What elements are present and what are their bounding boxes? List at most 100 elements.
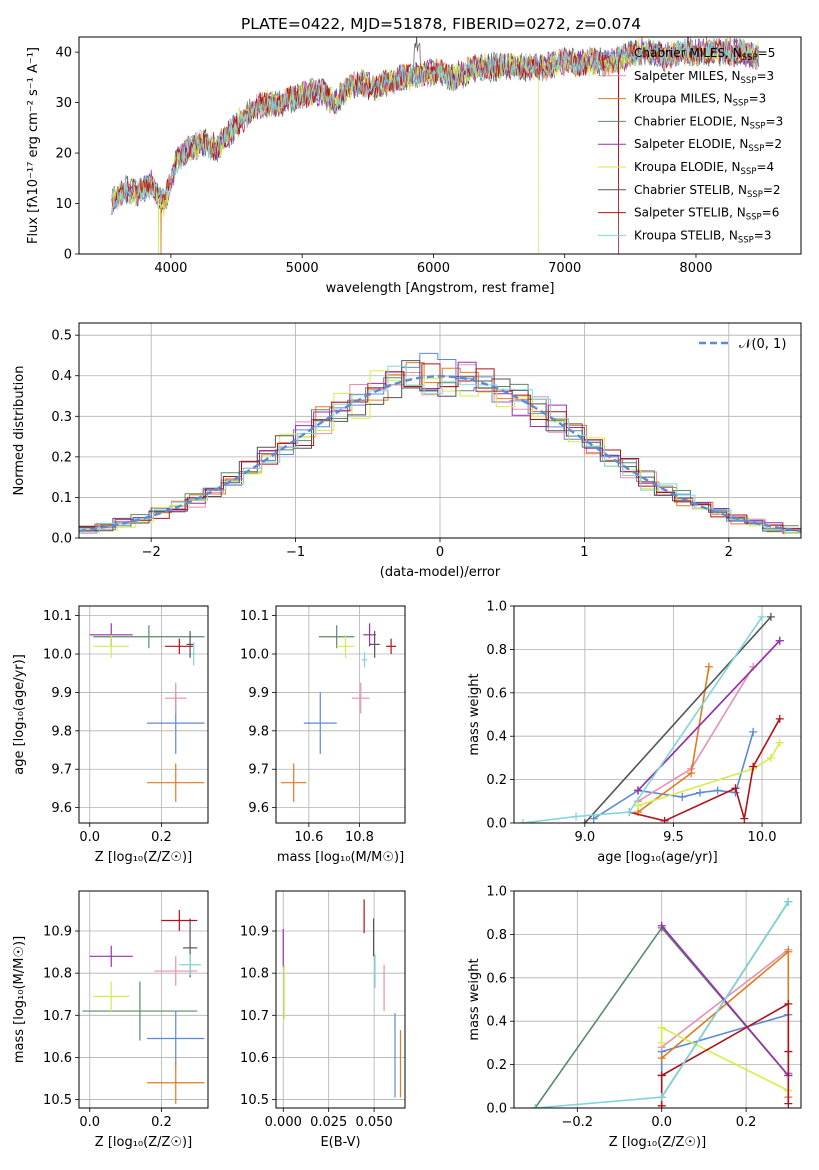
spectrum-line-kroupa-stelib (111, 37, 759, 214)
legend-label-n: =2 (763, 183, 781, 197)
x-tick-label: 0 (436, 545, 444, 560)
y-tick-label: 0.5 (51, 329, 72, 344)
x-tick-label: 2 (725, 545, 733, 560)
y-tick-label: 0.8 (486, 643, 507, 658)
legend-label-sub: SSP (747, 190, 763, 200)
y-tick-label: 0.0 (486, 1102, 507, 1117)
legend-label: Kroupa ELODIE, NSSP=4 (634, 160, 774, 177)
series-marker (775, 738, 784, 747)
series-marker (634, 786, 643, 795)
series-marker (766, 753, 775, 762)
series-marker (784, 897, 793, 906)
legend-label: Salpeter ELODIE, NSSP=2 (634, 137, 782, 154)
y-tick-label: 10.9 (240, 925, 269, 940)
mass-weight-vs-Z-chart: −0.2 0.0 0.2 0.0 0.2 0.4 0.6 0.8 1.0 Z [log₁₀(Z/Z… (467, 885, 802, 1150)
y-tick-label: 0.0 (486, 817, 507, 832)
x-tick-label: −2 (142, 545, 161, 560)
spectrum-chart: 4000 5000 6000 7000 8000 0 10 20 30 40 wavelength … (26, 36, 802, 296)
legend-label-main: Chabrier ELODIE, N (634, 114, 750, 128)
y-tick-label: 20 (55, 147, 72, 162)
x-tick-label: 0.0 (79, 830, 100, 845)
series-marker (766, 612, 775, 621)
y-tick-label: 0.8 (486, 928, 507, 943)
series-marker (657, 1101, 666, 1108)
y-tick-label: 9.8 (51, 724, 72, 739)
legend-label-sub: SSP (741, 167, 757, 177)
plot-frame (78, 36, 802, 255)
y-tick-label: 0.4 (51, 369, 72, 384)
legend: 𝒩(0, 1) (699, 337, 786, 352)
series-marker (657, 921, 666, 930)
series-marker (678, 792, 687, 801)
x-tick-label: 0.0 (651, 1115, 672, 1130)
legend-label-main: Salpeter ELODIE, N (634, 137, 748, 151)
y-tick-label: 9.6 (248, 801, 269, 816)
y-tick-label: 10.0 (240, 648, 269, 663)
series-marker (518, 819, 527, 823)
legend-label: Salpeter STELIB, NSSP=6 (634, 206, 779, 223)
x-tick-label: 0.0 (79, 1115, 100, 1130)
y-tick-label: 0.4 (486, 1015, 507, 1030)
series-line-kroupa-miles (661, 950, 790, 1098)
legend-label: Chabrier ELODIE, NSSP=3 (634, 114, 783, 131)
x-axis-label: wavelength [Angstrom, rest frame] (326, 281, 555, 296)
plot-frame (78, 605, 209, 824)
series-marker (758, 612, 767, 621)
legend-label: Kroupa STELIB, NSSP=3 (634, 228, 772, 245)
x-tick-label: −1 (286, 545, 305, 560)
series-marker (660, 816, 669, 823)
y-tick-label: 9.9 (51, 686, 72, 701)
series-line-chabrier-miles (660, 1013, 790, 1076)
series-marker (657, 1038, 666, 1047)
histogram-kroupa-elodie (81, 370, 801, 534)
legend-label-n: =4 (756, 160, 774, 174)
legend-label-main: Kroupa ELODIE, N (634, 160, 741, 174)
figure-title: PLATE=0422, MJD=51878, FIBERID=0272, z=0… (241, 15, 641, 33)
age-vs-Z-plot-area (89, 623, 205, 802)
y-tick-label: 9.8 (248, 724, 269, 739)
plot-frame (275, 605, 406, 824)
y-axis-label: mass weight (467, 673, 482, 755)
x-axis-label: age [log₁₀(age/yr)] (597, 850, 718, 865)
legend-label-n: =3 (749, 92, 767, 106)
series-marker (634, 801, 643, 810)
y-tick-label: 10.0 (43, 648, 72, 663)
series-line-salpeter-stelib (660, 1002, 790, 1106)
series-marker (657, 1071, 666, 1080)
series-marker (625, 808, 634, 817)
legend-label-n: =5 (758, 46, 776, 60)
x-tick-label: 10.6 (294, 830, 323, 845)
y-axis-label: Flux [fλ10⁻¹⁷ erg cm⁻² s⁻¹ A⁻¹] (26, 47, 41, 244)
x-tick-label: 0.2 (151, 1115, 172, 1130)
plot-frame (513, 605, 802, 824)
mass-vs-ebv-chart: 0.000 0.025 0.050 10.5 10.6 10.7 10.8 10.9 E(B-V… (240, 890, 406, 1150)
legend-label: Kroupa MILES, NSSP=3 (634, 92, 766, 109)
series-marker (784, 1047, 793, 1056)
y-tick-label: 9.9 (248, 686, 269, 701)
mass-vs-ebv-plot-area (282, 899, 402, 1098)
x-tick-label: −0.2 (562, 1115, 594, 1130)
series-marker (687, 769, 696, 778)
y-tick-label: 10 (55, 197, 72, 212)
x-tick-label: 0.050 (356, 1115, 393, 1130)
series-marker (775, 636, 784, 645)
legend-label-n: =6 (762, 206, 780, 220)
age-vs-Z-chart: 0.0 0.2 9.6 9.7 9.8 9.9 10.0 10.1 Z [log₁₀(Z/Z☉)… (12, 605, 209, 865)
legend-label-n: =3 (766, 114, 784, 128)
y-axis-label: mass weight (467, 958, 482, 1040)
legend-label: Chabrier MILES, NSSP=5 (634, 46, 775, 63)
y-tick-label: 0.2 (486, 773, 507, 788)
series-marker (572, 812, 581, 821)
series-marker (657, 1023, 666, 1032)
y-tick-label: 10.8 (43, 967, 72, 982)
series-marker (784, 947, 793, 956)
series-line-kroupa-elodie (660, 1026, 789, 1092)
residuals-plot-area (79, 352, 801, 534)
series-marker (740, 814, 749, 823)
series-marker (731, 784, 740, 793)
y-tick-label: 9.7 (248, 763, 269, 778)
legend-label-sub: SSP (748, 144, 764, 154)
spectrum-plot-area (111, 37, 759, 254)
series-line-chabrier-stelib (584, 616, 772, 823)
